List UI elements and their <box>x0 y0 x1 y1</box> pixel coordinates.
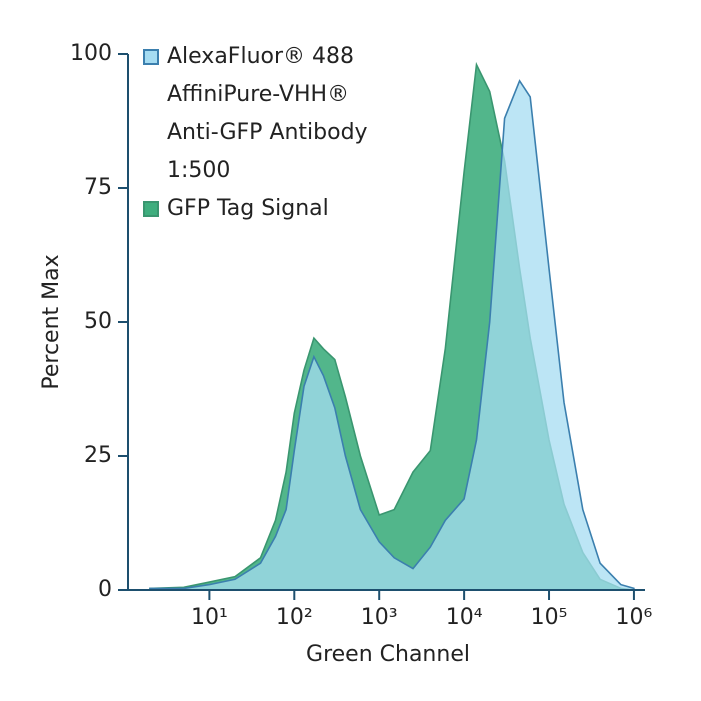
y-tick-label: 0 <box>98 577 112 602</box>
area <box>149 79 635 591</box>
legend-label: GFP Tag Signal <box>167 196 329 221</box>
legend: AlexaFluor® 488 AffiniPure-VHH® Anti-GFP… <box>143 38 368 228</box>
y-axis-label: Percent Max <box>39 254 64 389</box>
x-tick-label: 10⁴ <box>446 605 483 630</box>
x-tick-label: 10² <box>276 605 313 630</box>
y-tick-label: 75 <box>84 175 112 200</box>
legend-label: AlexaFluor® 488 AffiniPure-VHH® Anti-GFP… <box>167 44 368 183</box>
y-tick-label: 25 <box>84 443 112 468</box>
x-axis-label: Green Channel <box>306 642 470 667</box>
x-tick-label: 10³ <box>361 605 398 630</box>
legend-item: GFP Tag Signal <box>143 190 368 228</box>
x-tick-label: 10⁵ <box>531 605 568 630</box>
legend-swatch <box>143 49 159 65</box>
y-tick-label: 50 <box>84 309 112 334</box>
x-tick-label: 10¹ <box>191 605 228 630</box>
legend-item: AlexaFluor® 488 AffiniPure-VHH® Anti-GFP… <box>143 38 368 190</box>
x-tick-label: 10⁶ <box>616 605 653 630</box>
legend-swatch <box>143 201 159 217</box>
y-tick-label: 100 <box>70 41 112 66</box>
